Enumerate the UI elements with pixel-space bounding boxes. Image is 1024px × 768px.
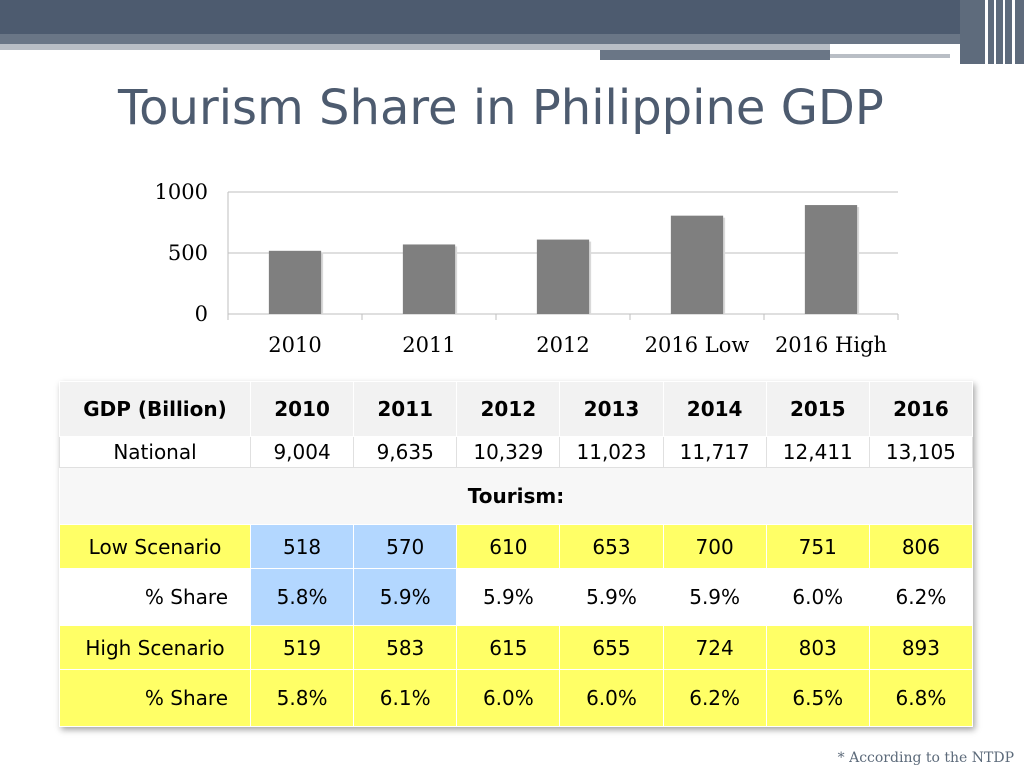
table-cell: 9,004 <box>249 436 355 468</box>
table-cell: 751 <box>765 524 870 569</box>
table-cell: 700 <box>662 524 767 569</box>
gdp-table: GDP (Billion) 2010 2011 2012 2013 2014 2… <box>59 381 974 727</box>
table-cell: 12,411 <box>765 436 870 468</box>
table-cell: 5.8% <box>249 568 355 626</box>
tourism-label: Tourism: <box>59 467 973 525</box>
table-cell: 11,023 <box>559 436 664 468</box>
table-cell: 9,635 <box>353 436 458 468</box>
x-tick-label: 2010 <box>268 333 321 357</box>
table-cell: 6.0% <box>559 669 664 727</box>
x-tick-label: 2011 <box>402 333 455 357</box>
table-cell: 653 <box>559 524 664 569</box>
table-cell: 13,105 <box>868 436 974 468</box>
table-cell: 6.0% <box>765 568 870 626</box>
table-row-high-scenario: High Scenario 519 583 615 655 724 803 89… <box>59 625 974 670</box>
table-cell: 610 <box>456 524 561 569</box>
table-cell: 724 <box>662 625 767 670</box>
table-cell: 11,717 <box>662 436 767 468</box>
header-cell: 2014 <box>662 381 767 437</box>
bar <box>536 239 590 314</box>
table-cell: 6.5% <box>765 669 870 727</box>
table-cell: 893 <box>868 625 974 670</box>
row-label: % Share <box>59 669 251 727</box>
bar-chart: 0 500 1000 2010 2011 2012 2016 Low 2016 High <box>155 180 899 357</box>
row-label: High Scenario <box>59 625 251 670</box>
x-tick-label: 2016 High <box>775 333 887 357</box>
y-tick-label: 0 <box>195 302 208 326</box>
x-tick-label: 2012 <box>536 333 589 357</box>
table-cell: 6.1% <box>353 669 458 727</box>
header-cell: 2012 <box>456 381 561 437</box>
table-cell: 6.2% <box>868 568 974 626</box>
table-cell: 570 <box>353 524 458 569</box>
bar <box>804 205 858 314</box>
table-cell: 806 <box>868 524 974 569</box>
table-row-low-share: % Share 5.8% 5.9% 5.9% 5.9% 5.9% 6.0% 6.… <box>59 568 974 626</box>
table-cell: 10,329 <box>456 436 561 468</box>
table-cell: 519 <box>249 625 355 670</box>
table-row-high-share: % Share 5.8% 6.1% 6.0% 6.0% 6.2% 6.5% 6.… <box>59 669 974 727</box>
table-cell: 5.9% <box>559 568 664 626</box>
table-cell: 5.9% <box>353 568 458 626</box>
table-cell: 5.8% <box>249 669 355 727</box>
row-label: National <box>59 436 251 468</box>
table-cell: 5.9% <box>456 568 561 626</box>
top-banner <box>0 0 1024 66</box>
header-cell: 2015 <box>765 381 870 437</box>
table-cell: 583 <box>353 625 458 670</box>
table-cell: 5.9% <box>662 568 767 626</box>
table-cell: 6.8% <box>868 669 974 727</box>
table-cell: 518 <box>249 524 355 569</box>
x-tick-label: 2016 Low <box>645 333 750 357</box>
header-cell: 2013 <box>559 381 664 437</box>
header-cell: GDP (Billion) <box>59 381 251 437</box>
table-cell: 6.0% <box>456 669 561 727</box>
table-row-national: National 9,004 9,635 10,329 11,023 11,71… <box>59 436 974 468</box>
y-tick-label: 500 <box>168 241 208 265</box>
table-cell: 6.2% <box>662 669 767 727</box>
header-cell: 2016 <box>868 381 974 437</box>
y-tick-label: 1000 <box>155 180 208 204</box>
header-cell: 2011 <box>353 381 458 437</box>
bar <box>268 250 322 314</box>
table-cell: 655 <box>559 625 664 670</box>
bar <box>402 244 456 314</box>
table-header-row: GDP (Billion) 2010 2011 2012 2013 2014 2… <box>59 381 974 437</box>
table-row-low-scenario: Low Scenario 518 570 610 653 700 751 806 <box>59 524 974 569</box>
header-cell: 2010 <box>249 381 355 437</box>
gdp-table-container: GDP (Billion) 2010 2011 2012 2013 2014 2… <box>59 381 974 727</box>
table-row-tourism: Tourism: <box>59 467 973 525</box>
bar <box>670 215 724 314</box>
footnote: * According to the NTDP <box>837 750 1014 766</box>
row-label: % Share <box>59 568 251 626</box>
slide-title: Tourism Share in Philippine GDP <box>118 80 884 136</box>
row-label: Low Scenario <box>59 524 251 569</box>
table-cell: 615 <box>456 625 561 670</box>
table-cell: 803 <box>765 625 870 670</box>
